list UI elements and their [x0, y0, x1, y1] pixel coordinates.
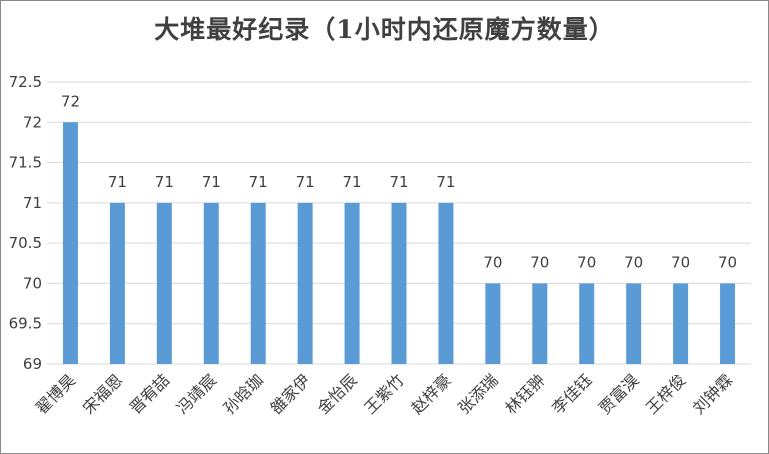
data-label: 71	[249, 173, 268, 191]
x-tick-label: 晋宥喆	[126, 370, 173, 417]
x-tick-label: 宋福恩	[79, 370, 126, 417]
data-label: 70	[624, 253, 643, 271]
data-label: 72	[61, 92, 80, 110]
bar	[579, 283, 595, 364]
y-tick-label: 69	[23, 355, 42, 373]
bar	[391, 202, 407, 364]
x-tick-label: 刘钟霖	[689, 370, 736, 417]
bar	[297, 202, 313, 364]
x-tick-label: 赵梓豪	[407, 370, 454, 417]
data-label: 71	[108, 173, 127, 191]
bar	[532, 283, 548, 364]
bar	[438, 202, 454, 364]
x-tick-label: 贾富淏	[595, 370, 642, 417]
data-label: 70	[530, 253, 549, 271]
data-label: 71	[202, 173, 221, 191]
bar	[203, 202, 219, 364]
data-labels: 72 71 71 71 71 71 71 71 71 70 70 70 70 70 70	[61, 92, 737, 271]
bars	[62, 122, 736, 365]
y-tick-label: 72.5	[9, 73, 42, 91]
x-axis-ticks: 翟博昊 宋福恩 晋宥喆 冯靖宸 孙晗珈 雒家伊 金怡辰 王紫竹 赵梓豪 张添瑞 林钰翀 李佳钰 贾富淏王…	[32, 370, 736, 417]
x-tick-label: 林钰翀	[501, 370, 548, 417]
y-tick-label: 71	[23, 194, 42, 212]
x-tick-label: 雒家伊	[267, 370, 314, 417]
data-label: 71	[389, 173, 408, 191]
bar	[62, 122, 78, 365]
data-label: 70	[718, 253, 737, 271]
y-tick-label: 71.5	[9, 154, 42, 172]
x-tick-label: 李佳钰	[548, 370, 595, 417]
bar	[720, 283, 736, 364]
y-axis-ticks: 69 69.5 70 70.5 71 71.5 72 72.5	[9, 73, 42, 373]
bar	[626, 283, 642, 364]
bar	[156, 202, 172, 364]
bar	[109, 202, 125, 364]
y-tick-label: 69.5	[9, 315, 42, 333]
y-tick-label: 70.5	[9, 234, 42, 252]
data-label: 70	[671, 253, 690, 271]
data-label: 71	[436, 173, 455, 191]
y-tick-label: 70	[23, 274, 42, 292]
x-tick-label: 王梓俊	[642, 370, 689, 417]
data-label: 71	[296, 173, 315, 191]
x-tick-label: 孙晗珈	[220, 370, 267, 417]
data-label: 71	[155, 173, 174, 191]
bar	[485, 283, 501, 364]
x-tick-label: 翟博昊	[32, 370, 79, 417]
data-label: 71	[343, 173, 362, 191]
chart-title: 大堆最好纪录（1小时内还原魔方数量）	[154, 15, 615, 44]
y-tick-label: 72	[23, 113, 42, 131]
x-tick-label: 金怡辰	[314, 370, 361, 417]
bar	[250, 202, 266, 364]
x-tick-label: 冯靖宸	[173, 370, 220, 417]
bar	[344, 202, 360, 364]
data-label: 70	[577, 253, 596, 271]
data-label: 70	[483, 253, 502, 271]
x-tick-label: 张添瑞	[454, 370, 501, 417]
bar	[673, 283, 689, 364]
x-tick-label: 王紫竹	[360, 370, 407, 417]
